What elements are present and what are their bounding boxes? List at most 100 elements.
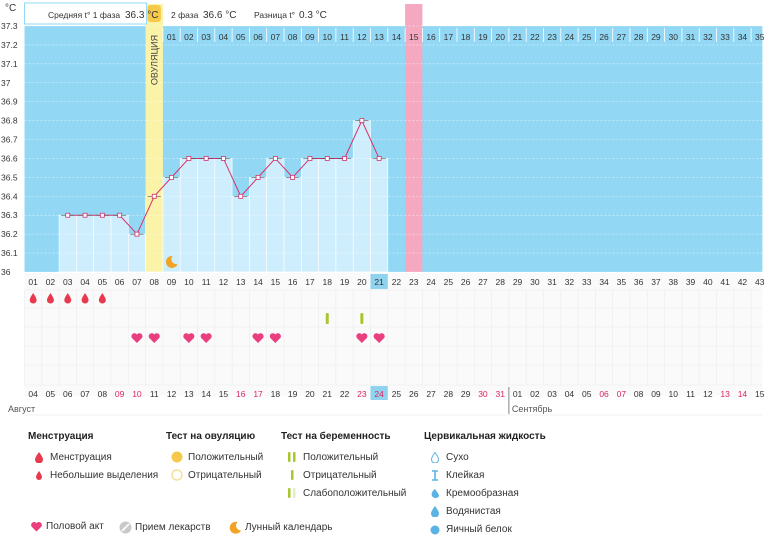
temperature-bar [76,214,95,273]
cycle-day-label: 19 [340,277,350,287]
blood-drop-icon [28,451,50,463]
heart-icon [148,333,160,343]
date-label: 20 [305,389,315,399]
data-point [151,193,157,199]
cycle-day-label: 38 [669,277,679,287]
weak-line-icon [281,487,303,499]
legend-item: Отрицательный [166,466,263,484]
date-label: 23 [357,389,367,399]
data-point [238,193,244,199]
legend-ovulation-test: Тест на овуляцию Положительный Отрицател… [166,431,263,484]
date-label: 24 [374,389,384,399]
y-tick-label: 36.4 [1,191,18,201]
data-point [134,231,140,237]
date-label: 26 [409,389,419,399]
date-label: 04 [565,389,575,399]
positive-circle-icon [166,451,188,463]
moon-icon [225,521,245,534]
cycle-day-label: 21 [374,277,384,287]
legend-title: Менструация [28,431,94,442]
cycle-day-label: 36 [634,277,644,287]
data-point [82,212,88,218]
phase2-value: 36.6 °C [203,10,236,21]
date-label: 17 [253,389,263,399]
data-point [99,212,105,218]
legend-moon-calendar: Лунный календарь [225,521,333,534]
legend-label: Клейкая [446,469,485,481]
date-label: 05 [582,389,592,399]
legend-label: Отрицательный [188,469,262,481]
top-day-label: 11 [340,32,349,42]
y-tick-label: 37 [1,78,11,88]
y-tick-label: 36.9 [1,97,18,107]
y-tick-label: 36.7 [1,135,18,145]
heart-icon [183,333,195,343]
date-label: 10 [669,389,679,399]
ovulation-label: ОВУЛЯЦИЯ [149,35,159,85]
y-tick-label: 36.2 [1,229,18,239]
phase2-label: 2 фаза [171,10,199,20]
y-tick-label: 37.2 [1,40,18,50]
cycle-day-label: 07 [132,277,142,287]
cycle-day-label: 29 [513,277,523,287]
cycle-day-label: 35 [617,277,627,287]
legend-label: Лунный календарь [245,522,333,533]
cycle-day-label: 04 [80,277,90,287]
legend-menstruation: Менструация Менструация Небольшие выделе… [28,431,158,484]
top-day-label: 19 [478,32,488,42]
phase1-value: 36.3 °C [125,10,158,21]
y-tick-label: 36.8 [1,116,18,126]
data-point [324,156,330,161]
cycle-day-label: 16 [288,277,298,287]
date-label: 15 [755,389,765,399]
top-day-label: 06 [253,32,263,42]
legend-label: Сухо [446,451,469,463]
cycle-day-label: 06 [115,277,125,287]
date-label: 12 [703,389,713,399]
top-day-label: 32 [703,32,713,42]
date-label: 27 [426,389,436,399]
month-label: Сентябрь [512,404,553,414]
top-day-label: 30 [669,32,679,42]
data-point [169,174,174,180]
top-day-label: 20 [496,32,506,42]
date-label: 07 [80,389,90,399]
data-point [221,156,226,161]
y-tick-label: 36.1 [1,248,18,258]
blood-drop-icon [64,293,72,304]
top-day-label: 26 [599,32,609,42]
data-point [117,212,123,218]
data-point [272,156,278,161]
legend-item: Клейкая [424,466,546,484]
legend-label: Слабоположительный [303,487,407,499]
creamy-drop-icon [424,488,446,499]
cycle-day-label: 20 [357,277,367,287]
cycle-day-label: 03 [63,277,73,287]
today-cycle-cell [370,274,388,289]
cycle-day-label: 01 [28,277,38,287]
legend-pregnancy-test: Тест на беременность Положительный Отриц… [281,431,406,502]
date-label: 09 [651,389,661,399]
data-point [376,156,382,161]
legend-label: Положительный [188,451,264,463]
date-label: 13 [720,389,730,399]
top-day-label: 18 [461,32,471,42]
legend-medication: Прием лекарств [115,521,211,534]
y-tick-label: 36.5 [1,172,18,182]
cycle-day-label: 28 [496,277,506,287]
temperature-bar [283,177,302,273]
negative-circle-icon [166,469,188,481]
top-day-label: 04 [219,32,229,42]
top-day-label: 29 [651,32,661,42]
egg-white-icon [424,524,446,535]
data-point [290,174,296,180]
cycle-day-label: 10 [184,277,194,287]
legend-label: Яичный белок [446,523,512,535]
legend-item: Водянистая [424,502,546,520]
date-label: 08 [634,389,644,399]
cycle-day-label: 32 [565,277,575,287]
temperature-bar [110,214,129,273]
top-day-label: 31 [686,32,696,42]
diff-label: Разница t° [254,10,295,20]
